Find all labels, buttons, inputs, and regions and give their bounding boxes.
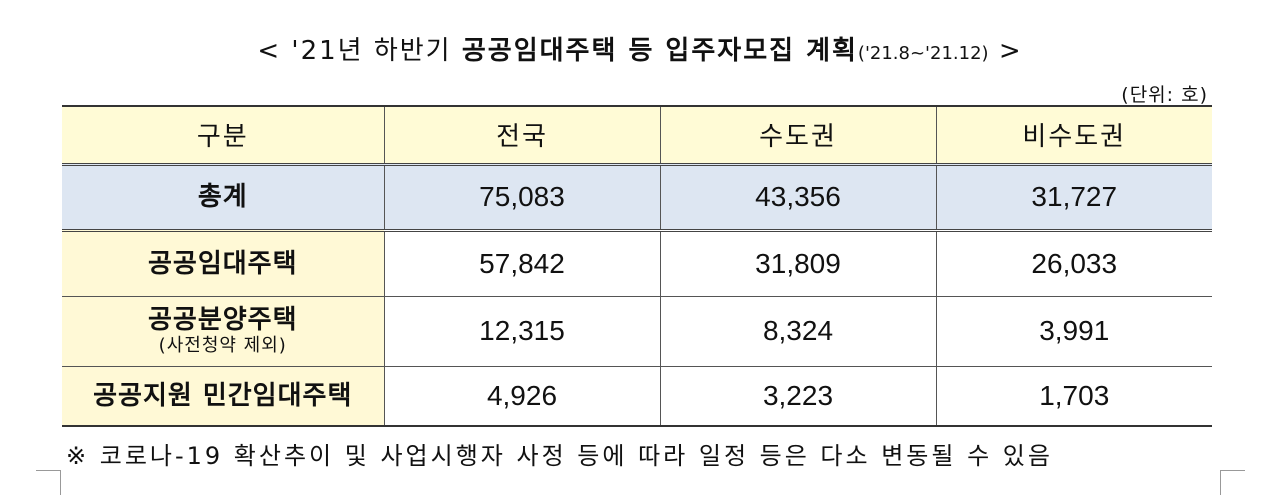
- plan-table: 구분 전국 수도권 비수도권 총계 75,083 43,356 31,727 공…: [62, 105, 1212, 427]
- table-cell: 3,223: [659, 366, 937, 426]
- page-corner-mark: [1220, 470, 1245, 495]
- header-cell: 구분: [62, 106, 385, 164]
- table-row: 총계 75,083 43,356 31,727: [62, 164, 1212, 230]
- footnote: ※ 코로나-19 확산추이 및 사업시행자 사정 등에 따라 일정 등은 다소 …: [66, 442, 1053, 470]
- title-prefix: < '21년 하반기: [257, 36, 462, 66]
- table-row: 공공분양주택 (사전청약 제외) 12,315 8,324 3,991: [62, 296, 1212, 366]
- row-label: 공공분양주택 (사전청약 제외): [62, 296, 385, 366]
- table-row: 공공지원 민간임대주택 4,926 3,223 1,703: [62, 366, 1212, 426]
- table-cell: 43,356: [659, 164, 937, 230]
- table-row: 공공임대주택 57,842 31,809 26,033: [62, 230, 1212, 296]
- title-bold: 공공임대주택: [461, 36, 618, 66]
- table-cell: 31,809: [659, 230, 937, 296]
- table-cell: 12,315: [383, 296, 661, 366]
- table-cell: 8,324: [659, 296, 937, 366]
- table-header-row: 구분 전국 수도권 비수도권: [62, 106, 1212, 164]
- title-period: ('21.8~'21.12): [857, 43, 989, 64]
- document-title: < '21년 하반기 공공임대주택 등 입주자모집 계획('21.8~'21.1…: [0, 30, 1280, 67]
- unit-note: (단위: 호): [1121, 84, 1208, 106]
- header-cell: 전국: [383, 106, 661, 164]
- row-label: 공공임대주택: [62, 230, 385, 296]
- table-cell: 3,991: [935, 296, 1212, 366]
- table-cell: 31,727: [935, 164, 1212, 230]
- row-label: 공공지원 민간임대주택: [62, 366, 385, 426]
- page-corner-mark: [36, 470, 61, 495]
- header-cell: 수도권: [659, 106, 937, 164]
- table-cell: 57,842: [383, 230, 661, 296]
- title-middle: 등 입주자모집 계획: [617, 36, 858, 66]
- table-cell: 26,033: [935, 230, 1212, 296]
- table-cell: 1,703: [935, 366, 1212, 426]
- table-cell: 75,083: [383, 164, 661, 230]
- row-sublabel: (사전청약 제외): [158, 335, 287, 356]
- title-suffix: >: [988, 36, 1023, 66]
- row-label: 총계: [62, 164, 385, 230]
- table-cell: 4,926: [383, 366, 661, 426]
- header-cell: 비수도권: [935, 106, 1212, 164]
